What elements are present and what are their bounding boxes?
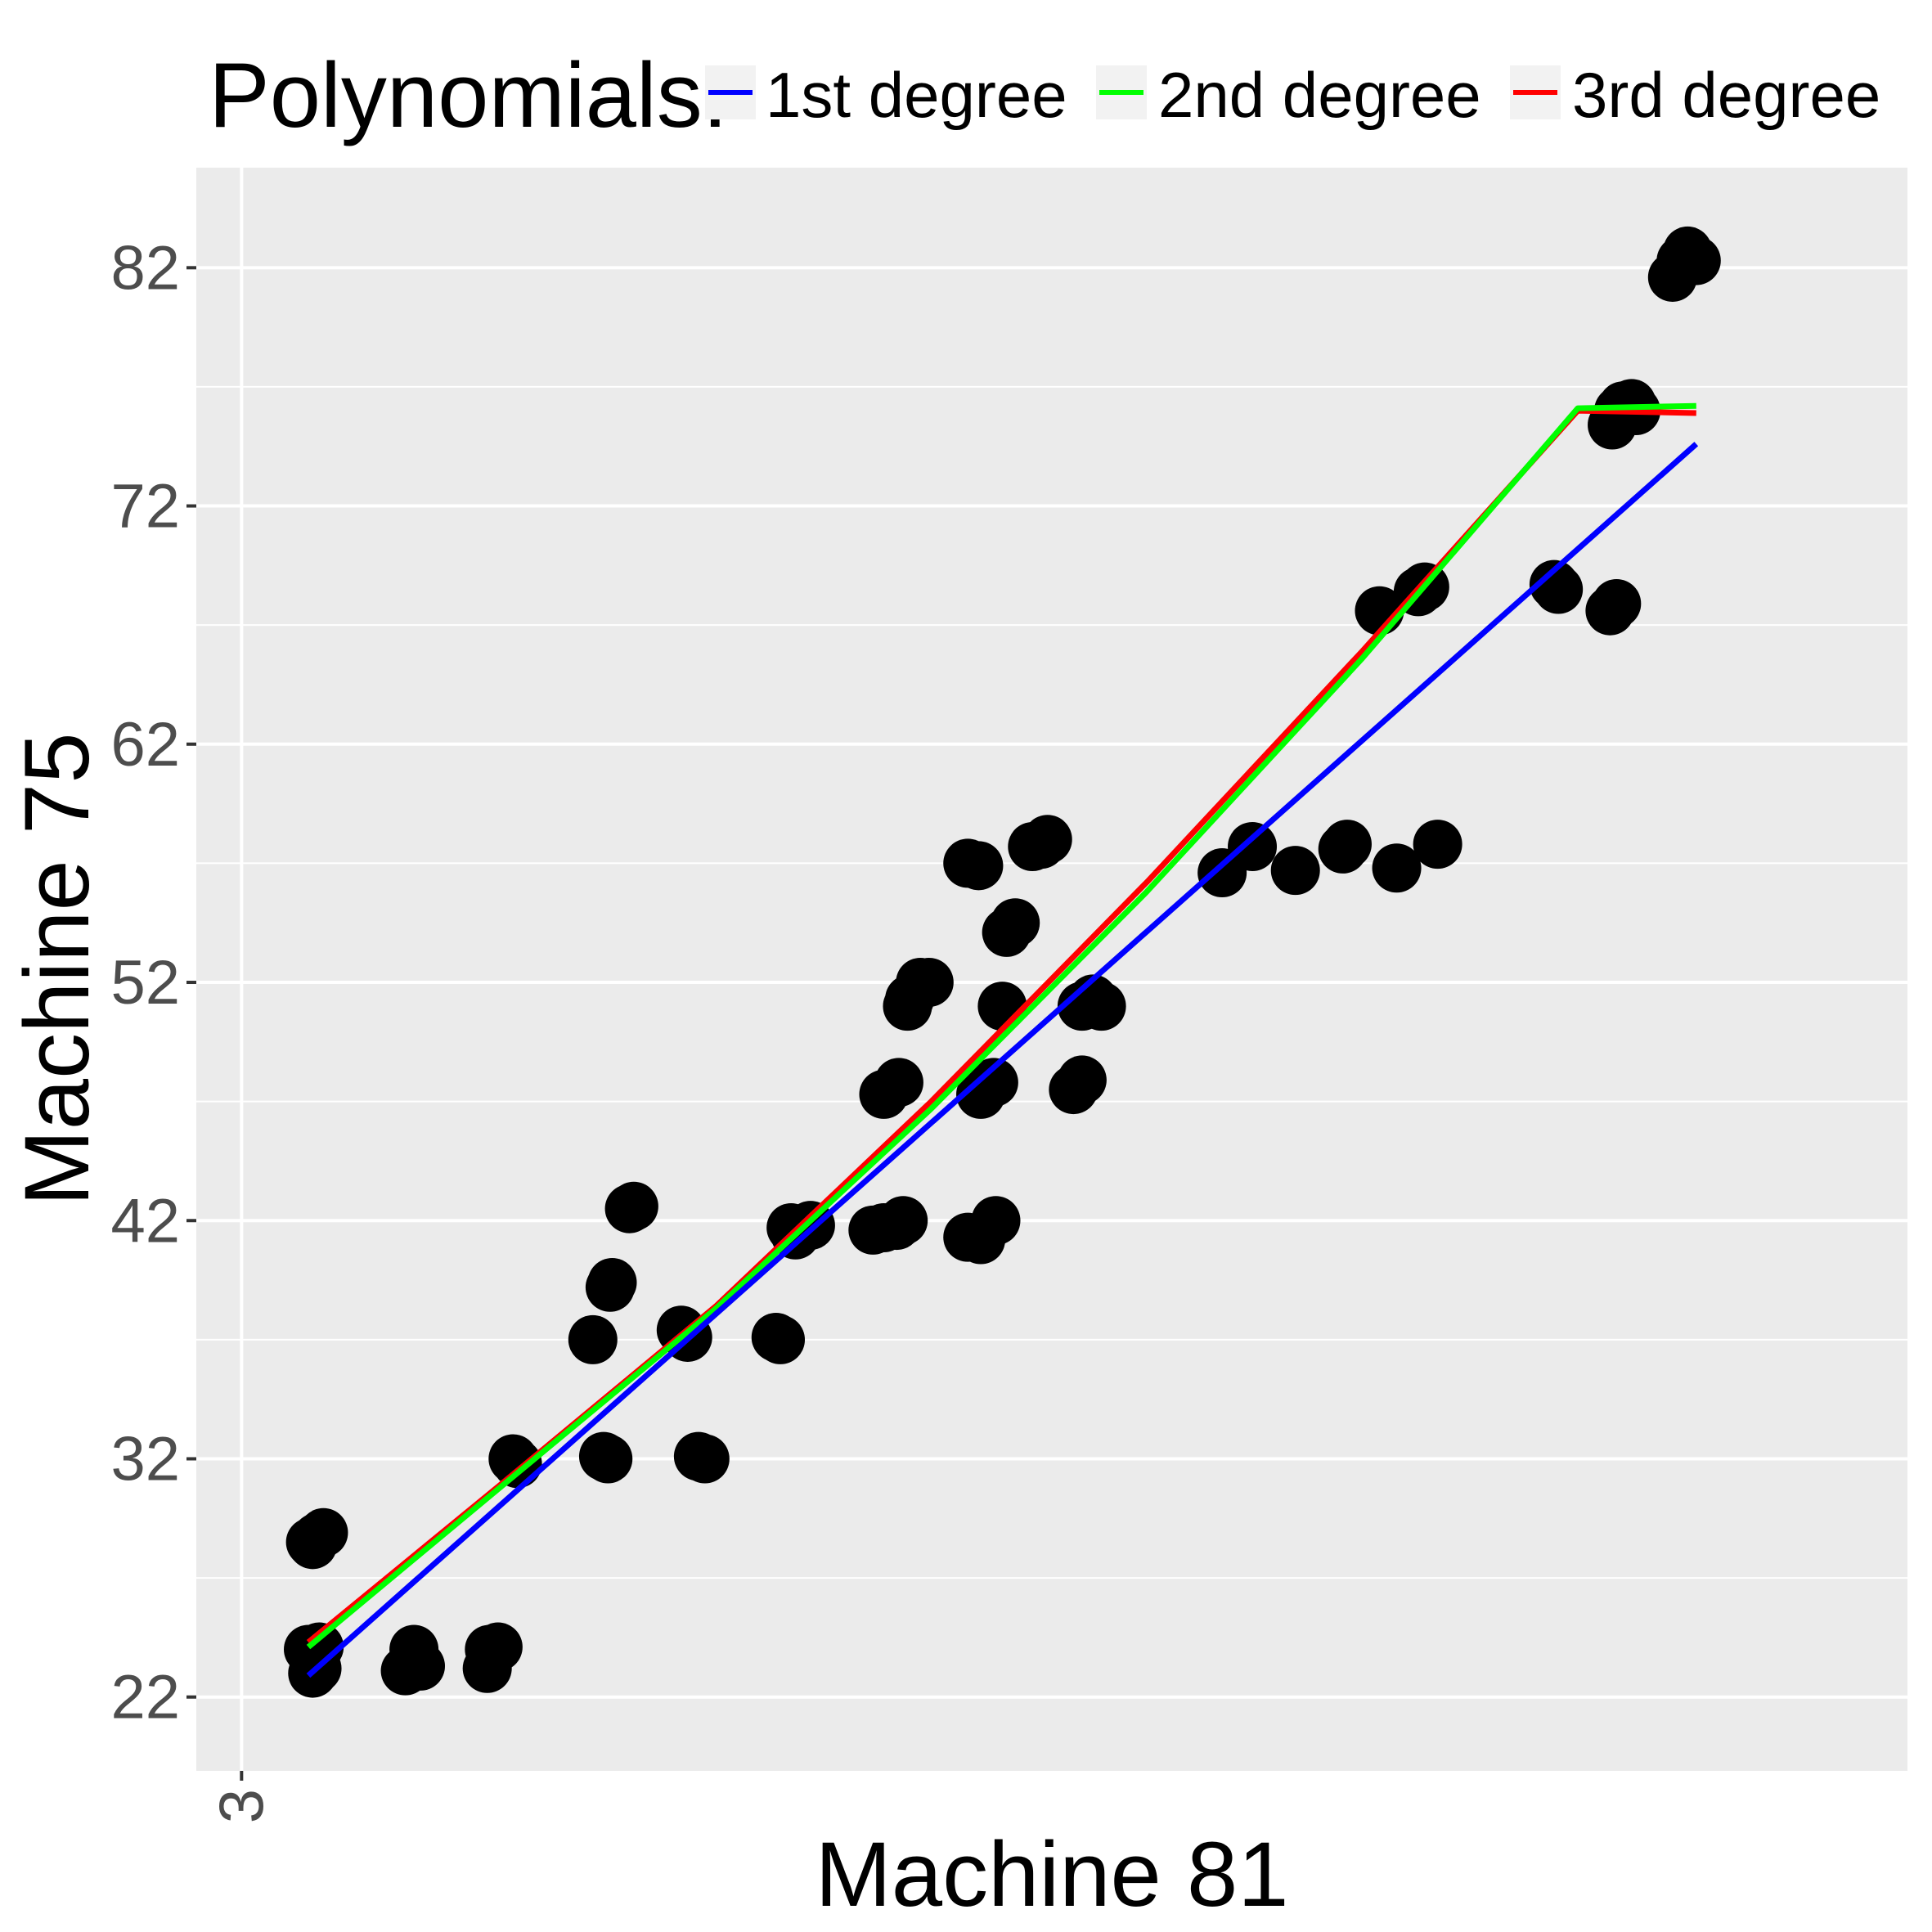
data-point (991, 898, 1040, 948)
data-point (874, 1058, 923, 1108)
y-tick-label: 32 (110, 1424, 180, 1494)
fit-line-1st-degree (306, 442, 1699, 1678)
data-point (1592, 578, 1642, 628)
data-point (462, 1643, 512, 1693)
axes: 22 32 42 52 62 72 82 3 (110, 233, 276, 1823)
data-point (1270, 846, 1320, 896)
y-tick-label: 52 (110, 948, 180, 1018)
data-point (1076, 982, 1126, 1031)
y-axis-title: Machine 75 (6, 732, 108, 1206)
data-point (492, 1439, 542, 1489)
data-point (1228, 822, 1278, 872)
data-point (904, 958, 954, 1008)
y-tick-label: 62 (110, 710, 180, 780)
data-point (756, 1314, 806, 1364)
data-point (1671, 236, 1721, 285)
data-point (1413, 820, 1462, 869)
legend-label-2nd-degree: 2nd degree (1158, 59, 1481, 131)
x-axis-title: Machine 81 (815, 1823, 1288, 1925)
data-point (1022, 815, 1072, 865)
y-tick-label: 72 (110, 472, 180, 541)
data-point (954, 841, 1004, 891)
data-point (609, 1181, 658, 1231)
y-tick-label: 82 (110, 233, 180, 303)
data-point (1322, 820, 1372, 869)
legend-label-3rd-degree: 3rd degree (1572, 59, 1880, 131)
data-point (568, 1314, 618, 1364)
data-point (396, 1641, 446, 1691)
data-point (587, 1257, 637, 1307)
legend-entry-3: 3rd degree (1510, 59, 1880, 131)
x-tick-label: 3 (207, 1789, 276, 1823)
y-tick-label: 22 (110, 1663, 180, 1732)
legend-title: Polynomials: (209, 44, 728, 146)
legend-entry-2: 2nd degree (1096, 59, 1481, 131)
y-tick-label: 42 (110, 1186, 180, 1256)
legend-label-1st-degree: 1st degree (766, 59, 1067, 131)
data-point (1534, 564, 1584, 614)
data-point (299, 1507, 348, 1557)
data-point (878, 1196, 928, 1246)
legend: Polynomials: 1st degree 2nd degree 3rd d… (209, 44, 1880, 146)
data-point (1057, 1055, 1107, 1105)
data-point (968, 1058, 1018, 1108)
fit-line-2nd-degree (306, 402, 1696, 1650)
data-point (578, 1431, 628, 1481)
data-point (971, 1196, 1021, 1246)
fit-lines (306, 402, 1699, 1678)
data-point (673, 1431, 723, 1481)
data-point (1372, 843, 1422, 893)
legend-entry-1: 1st degree (705, 59, 1067, 131)
